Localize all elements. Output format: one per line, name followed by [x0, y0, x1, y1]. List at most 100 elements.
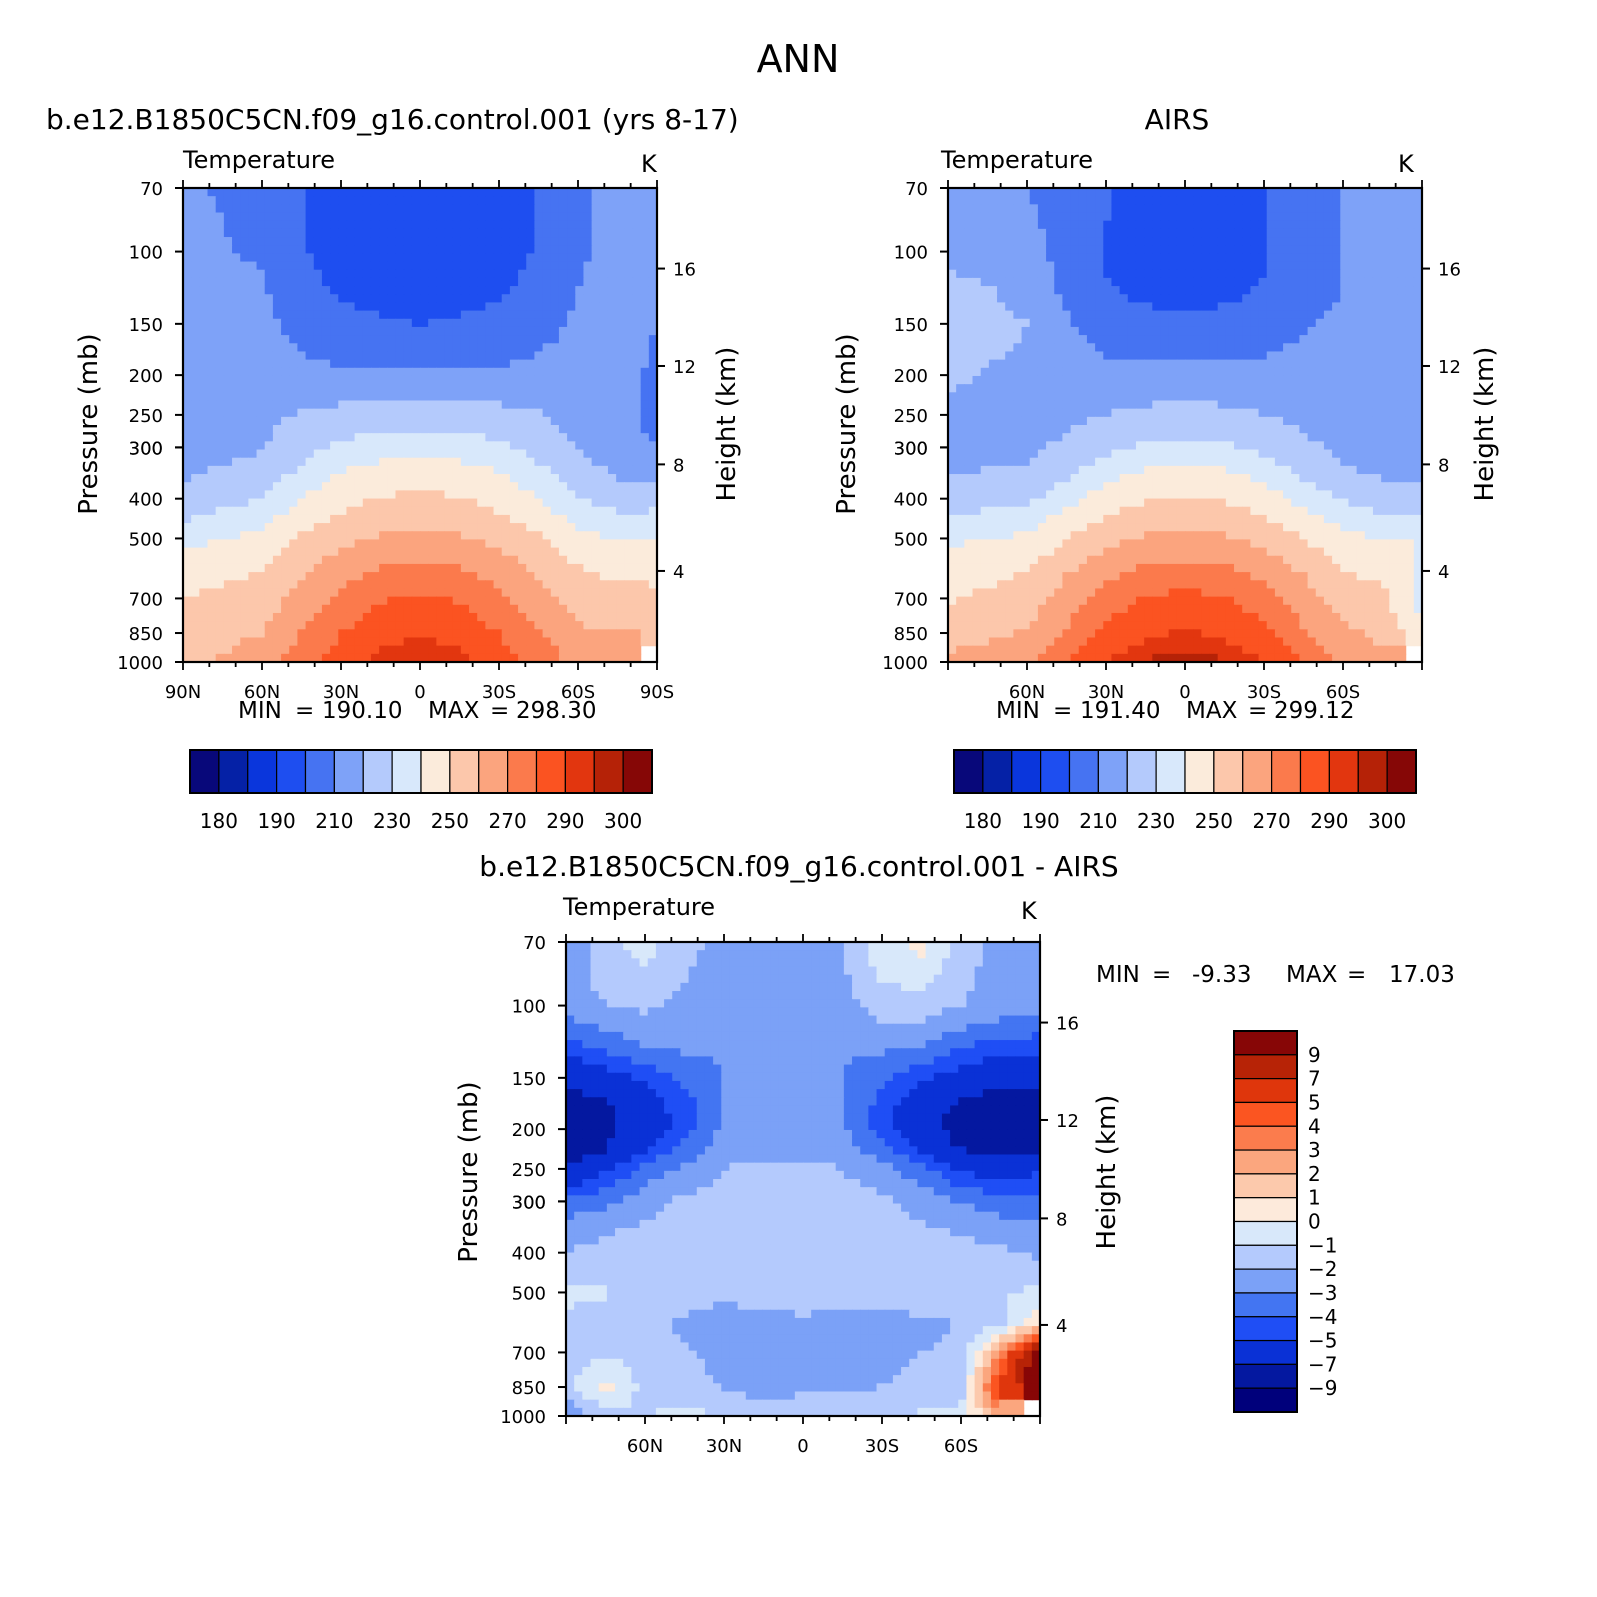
model-field-cell	[583, 237, 593, 246]
model-field-cell	[436, 572, 446, 581]
model-field-cell	[493, 310, 503, 320]
model-field-cell	[338, 204, 348, 214]
model-field-cell	[240, 416, 249, 426]
obs-field-cell	[1160, 335, 1170, 344]
model-field-cell	[485, 343, 495, 353]
model-field-cell	[313, 465, 323, 475]
model-field-cell	[452, 580, 462, 590]
obs-field-cell	[1266, 302, 1276, 312]
obs-field-cell	[1185, 220, 1194, 230]
model-field-cell	[428, 245, 437, 254]
model-field-cell	[207, 351, 217, 361]
model-field-cell	[272, 384, 282, 393]
model-field-cell	[338, 506, 348, 516]
model-field-cell	[534, 261, 544, 271]
model-field-cell	[616, 514, 625, 524]
model-field-cell	[509, 482, 519, 491]
obs-field-cell	[1332, 228, 1341, 238]
model-field-cell	[501, 343, 511, 353]
model-field-cell	[567, 212, 576, 222]
model-field-cell	[248, 629, 258, 639]
model-field-cell	[256, 343, 266, 353]
obs-field-cell	[1185, 351, 1194, 361]
model-field-cell	[493, 645, 503, 655]
model-field-cell	[558, 196, 568, 205]
obs-field-cell	[1054, 326, 1064, 336]
model-field-cell	[444, 359, 454, 369]
model-field-cell	[599, 572, 609, 581]
obs-field-cell	[1299, 310, 1309, 320]
model-field-cell	[411, 188, 421, 197]
model-field-cell	[607, 441, 617, 451]
model-field-cell	[493, 523, 503, 532]
model-field-cell	[648, 547, 658, 557]
model-field-cell	[526, 335, 536, 344]
obs-field-cell	[1078, 269, 1088, 279]
model-field-cell	[493, 237, 503, 246]
model-field-cell	[509, 302, 519, 312]
model-field-cell	[526, 326, 536, 336]
obs-field-cell	[1258, 294, 1268, 304]
model-field-cell	[387, 310, 397, 320]
model-field-cell	[183, 465, 192, 475]
obs-field-cell	[1037, 228, 1047, 238]
model-field-cell	[493, 245, 503, 254]
model-field-cell	[354, 612, 364, 622]
obs-field-cell	[1372, 196, 1382, 205]
model-field-cell	[542, 531, 552, 541]
model-field-cell	[297, 277, 307, 287]
model-field-cell	[289, 531, 299, 541]
obs-field-cell	[1078, 212, 1088, 222]
model-field-cell	[305, 188, 315, 197]
obs-field-cell	[1225, 228, 1235, 238]
model-field-cell	[354, 359, 364, 369]
obs-field-cell	[948, 220, 957, 230]
model-field-cell	[379, 318, 388, 328]
model-field-cell	[305, 563, 315, 573]
model-field-cell	[191, 580, 200, 590]
model-field-cell	[534, 400, 544, 410]
model-field-cell	[411, 408, 421, 418]
model-field-cell	[575, 384, 585, 393]
model-field-cell	[370, 482, 380, 491]
model-field-cell	[575, 604, 585, 614]
model-field-cell	[509, 392, 519, 402]
model-field-cell	[460, 604, 470, 614]
obs-field-cell	[1225, 335, 1235, 344]
obs-field-cell	[1381, 335, 1390, 344]
model-field-cell	[444, 531, 454, 541]
obs-field-cell	[1144, 253, 1153, 263]
model-field-cell	[501, 629, 511, 639]
obs-field-cell	[1372, 269, 1382, 279]
obs-field-cell	[1250, 392, 1260, 402]
obs-field-cell	[1046, 196, 1055, 205]
model-field-cell	[232, 637, 241, 647]
obs-field-cell	[1029, 220, 1039, 230]
model-field-cell	[452, 261, 462, 271]
model-field-cell	[362, 196, 372, 205]
obs-field-cell	[1323, 204, 1333, 214]
model-field-cell	[648, 261, 658, 271]
model-field-cell	[215, 416, 225, 426]
model-field-cell	[403, 563, 413, 573]
model-field-cell	[387, 359, 397, 369]
model-field-cell	[518, 596, 527, 606]
obs-field-cell	[1127, 302, 1137, 312]
model-field-cell	[428, 425, 437, 434]
model-field-cell	[223, 269, 233, 279]
model-field-cell	[232, 588, 241, 598]
obs-field-cell	[1176, 220, 1186, 230]
model-field-cell	[550, 612, 560, 622]
obs-field-cell	[1242, 245, 1251, 254]
model-field-cell	[346, 490, 356, 500]
model-field-cell	[616, 196, 625, 205]
model-field-cell	[313, 245, 323, 254]
obs-field-cell	[1299, 253, 1309, 263]
model-field-cell	[460, 228, 470, 238]
model-field-cell	[477, 367, 486, 377]
model-field-cell	[207, 343, 217, 353]
model-field-cell	[607, 326, 617, 336]
model-field-cell	[240, 196, 249, 205]
obs-field-cell	[1291, 204, 1301, 214]
obs-field-cell	[1397, 212, 1407, 222]
